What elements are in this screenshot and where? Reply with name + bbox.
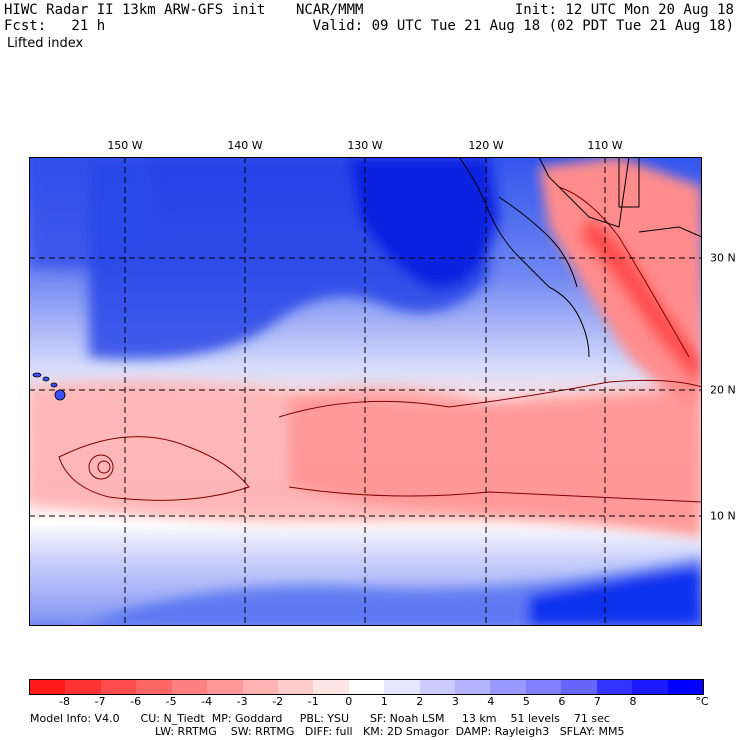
colorbar-tick-label: 6: [558, 695, 566, 708]
colorbar-tick-label: -8: [59, 695, 70, 708]
graticule: [29, 157, 702, 626]
lat-label-20n: 20 N: [710, 383, 736, 397]
hawaiian-islands: [32, 372, 66, 401]
colorbar-tick-label: -1: [307, 695, 319, 708]
colorbar-swatch: [596, 680, 633, 694]
lat-label-10n: 10 N: [710, 509, 736, 523]
lifted-index-map: [29, 157, 702, 626]
map-frame: [29, 157, 702, 626]
colorbar-swatch: [348, 680, 385, 694]
colorbar-swatch: [419, 680, 456, 694]
colorbar-swatch: [242, 680, 278, 694]
colorbar-swatch: [667, 680, 704, 694]
colorbar-tick-label: -7: [94, 695, 106, 708]
colorbar-swatch: [632, 680, 668, 694]
center-name: NCAR/MMM: [296, 2, 364, 18]
colorbar-swatch: [207, 680, 243, 694]
colorbar-swatch: [30, 680, 66, 694]
colorbar-tick-label: 4: [487, 695, 495, 708]
colorbar-tick-label: 0: [345, 695, 353, 708]
product-title: HIWC Radar II 13km ARW-GFS init: [4, 2, 266, 18]
model-info-line2: LW: RRTMG SW: RRTMG DIFF: full KM: 2D Sm…: [155, 725, 625, 738]
lon-label-110w: 110 W: [587, 139, 623, 152]
lon-label-150w: 150 W: [107, 139, 143, 152]
colorbar-swatch: [490, 680, 526, 694]
colorbar-swatch: [525, 680, 562, 694]
colorbar-tick-label: 5: [522, 695, 530, 708]
contour-lines: [58, 186, 702, 503]
field-name: Lifted index: [7, 36, 84, 51]
colorbar-swatch: [171, 680, 208, 694]
colorbar-swatch: [136, 680, 172, 694]
colorbar-tick-label: -6: [130, 695, 142, 708]
colorbar-tick-label: 7: [593, 695, 601, 708]
init-time: Init: 12 UTC Mon 20 Aug 18: [514, 2, 734, 18]
lon-label-140w: 140 W: [227, 139, 263, 152]
colorbar-swatch: [65, 680, 101, 694]
model-info-line1: Model Info: V4.0 CU: N_Tiedt MP: Goddard…: [30, 712, 610, 725]
lon-label-120w: 120 W: [468, 139, 504, 152]
colorbar-tick-label: 3: [451, 695, 459, 708]
colorbar-tick-label: -2: [272, 695, 284, 708]
lat-label-30n: 30 N: [710, 251, 736, 265]
colorbar-tick-label: -3: [236, 695, 248, 708]
colorbar-swatch: [100, 680, 137, 694]
colorbar-swatch: [277, 680, 314, 694]
colorbar-swatch: [384, 680, 420, 694]
forecast-hour: Fcst: 21 h: [4, 18, 106, 34]
colorbar-tick-label: -5: [165, 695, 177, 708]
colorbar: [29, 679, 704, 695]
colorbar-tick-label: 1: [380, 695, 388, 708]
colorbar-swatch: [455, 680, 491, 694]
lon-label-130w: 130 W: [347, 139, 383, 152]
colorbar-swatch: [561, 680, 597, 694]
colorbar-swatch: [313, 680, 349, 694]
valid-time: Valid: 09 UTC Tue 21 Aug 18 (02 PDT Tue …: [312, 18, 734, 34]
coastlines: [458, 157, 702, 358]
colorbar-tick-label: 8: [629, 695, 637, 708]
colorbar-tick-label: -4: [201, 695, 213, 708]
colorbar-tick-label: 2: [416, 695, 424, 708]
colorbar-unit: °C: [695, 695, 709, 708]
